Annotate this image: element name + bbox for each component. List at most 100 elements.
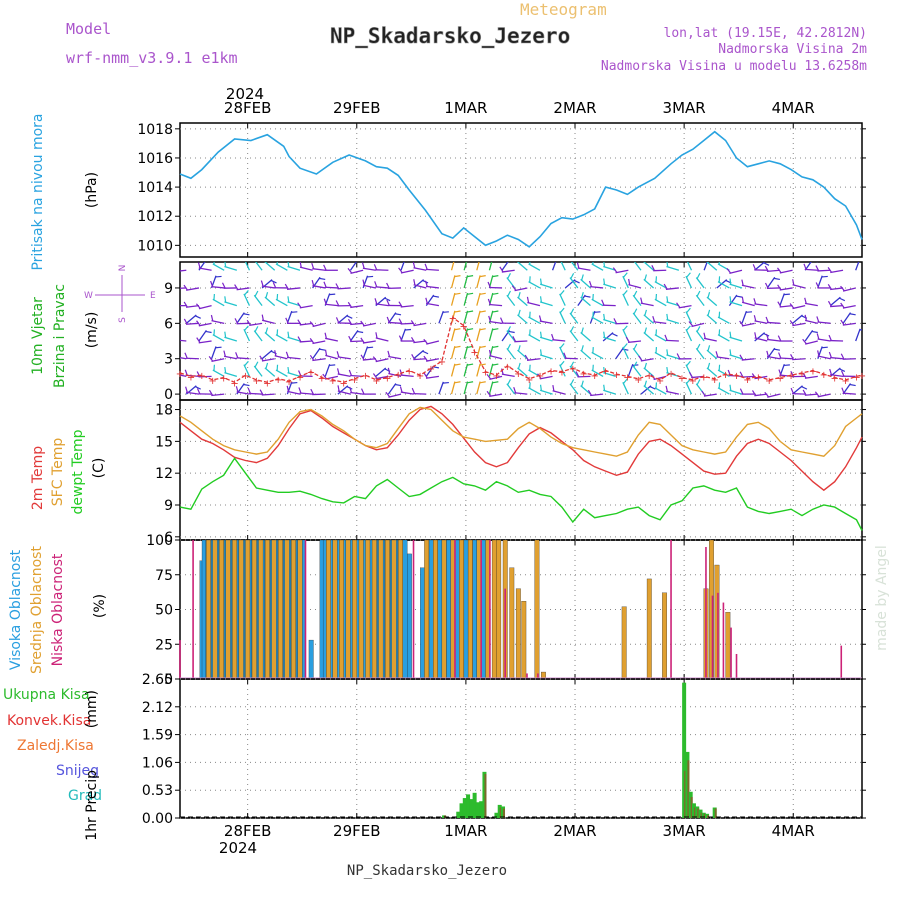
wind-barb-feather [640, 297, 643, 304]
wind-speed-marker: + [339, 378, 347, 389]
wind-barb-feather [479, 292, 486, 295]
wind-barb-feather [309, 321, 315, 327]
wind-barb-feather [309, 338, 315, 344]
wind-barb-feather [373, 264, 378, 271]
wind-barb-feather [792, 279, 795, 286]
wind-barb-feather [205, 330, 212, 334]
wind-barb-feather [739, 320, 744, 327]
wind-speed-marker: + [678, 374, 686, 385]
wind-barb-feather [603, 278, 606, 285]
wind-barb [324, 286, 338, 289]
wind-barb-feather [789, 303, 795, 309]
wind-speed-marker: + [590, 371, 598, 382]
wind-barb-feather [360, 354, 365, 361]
precip-total-bar [462, 798, 467, 818]
wind-barb [375, 286, 389, 289]
wind-barb [627, 340, 642, 344]
wind-barb-feather [319, 277, 326, 280]
wind-barb [855, 328, 861, 342]
wind-barb [362, 340, 376, 344]
wind-barb-feather [707, 345, 711, 352]
wind-barb [622, 382, 629, 395]
wind-barb-feather [274, 350, 277, 357]
wind-barb-feather [839, 297, 846, 302]
wind-barb [501, 262, 509, 271]
wind-barb [741, 284, 755, 289]
cloud-low-ylabel: Niska Oblacnost [50, 553, 66, 666]
wind-barb [426, 340, 440, 345]
precip-conv-label: Konvek.Kisa [7, 713, 91, 729]
wind-speed-marker: + [721, 370, 729, 381]
pressure-panel: 1010 1012 1014 1016 1018 [137, 122, 866, 258]
wind-barb [236, 391, 250, 395]
wind-barb [253, 330, 263, 342]
wind-barb [388, 393, 402, 398]
wind-barb [286, 287, 301, 290]
wind-barb-feather [291, 381, 298, 384]
wind-barb [224, 336, 238, 342]
wind-barb-feather [360, 337, 365, 344]
wind-barb-feather [386, 316, 390, 323]
wind-barb [400, 391, 414, 395]
cloud-mid-bar [332, 539, 338, 680]
wind-barb [569, 312, 579, 324]
wind-barb-feather [814, 391, 820, 397]
wind-barb [476, 292, 481, 306]
wind-barb-feather [751, 390, 757, 396]
wind-barb [729, 283, 743, 289]
wind-barb-feather [362, 279, 365, 286]
wind-barb-feather [467, 363, 474, 366]
wind-speed-marker: + [634, 375, 642, 386]
wind-barb-feather [310, 388, 315, 395]
wind-barb [559, 346, 566, 359]
wind-barb-feather [487, 298, 491, 305]
wind-barb-feather [517, 292, 521, 299]
wind-barb-feather [817, 350, 820, 357]
wind-barb [413, 340, 427, 344]
cloud-mid-bar [515, 588, 521, 680]
wind-ylabel: 10m Vjetar [30, 297, 46, 375]
wind-barb [706, 314, 718, 324]
cloud-high-bar [463, 539, 469, 680]
wind-barb [375, 337, 389, 342]
wind-barb [779, 269, 793, 274]
wind-barb-feather [559, 343, 565, 349]
wind-barb [185, 322, 199, 325]
wind-barb-feather [726, 268, 732, 274]
wind-barb-feather [507, 343, 511, 350]
wind-barb-feather [778, 352, 782, 359]
wind-barb [580, 385, 591, 395]
wind-barb [438, 310, 444, 324]
wind-barb-feather [507, 326, 511, 332]
wind-speed-marker: + [372, 376, 380, 387]
cloud-mid-bar [521, 601, 527, 680]
wind-speed-marker: + [219, 374, 227, 385]
wind-barb-feather [234, 318, 239, 325]
meteogram-label: Meteogram [520, 0, 607, 19]
wind-barb [463, 381, 469, 395]
wind-speed-marker: + [438, 357, 446, 368]
precip-conv-bar [693, 807, 696, 818]
wind-barb [463, 275, 469, 289]
wind-barb [325, 337, 339, 342]
wind-barb [413, 267, 427, 271]
wind-barb [804, 375, 818, 379]
wind-barb-feather [644, 380, 648, 387]
wind-barb [559, 311, 566, 324]
wind-barb-feather [492, 363, 499, 366]
wind-barb [830, 296, 841, 307]
wind-barb-feather [298, 370, 302, 377]
wind-barb [476, 310, 481, 324]
wind-speed-marker: + [460, 322, 468, 333]
precip-conv-bar [684, 770, 687, 818]
wind-barb-feather [584, 295, 591, 298]
wind-barb-feather [587, 389, 592, 396]
wind-barb-feather [387, 350, 391, 357]
wind-barb [678, 305, 692, 309]
wind-barb [426, 358, 440, 362]
wind-barb-feather [499, 317, 504, 324]
wind-barb-feather [539, 384, 542, 391]
wind-barb-feather [803, 263, 807, 270]
wind-barb-feather [208, 389, 214, 396]
